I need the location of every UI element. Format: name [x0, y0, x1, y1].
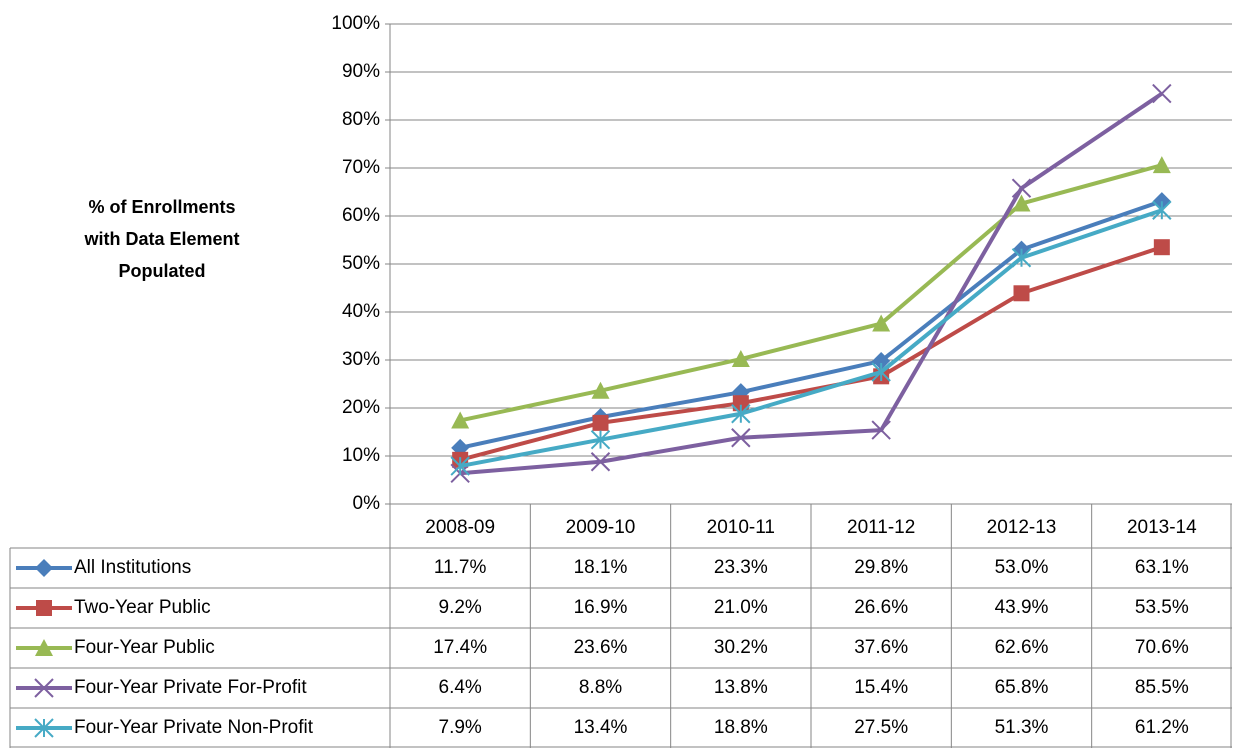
data-label: 27.5% — [854, 717, 908, 738]
marker — [1152, 83, 1172, 104]
legend-label: Four-Year Private For-Profit — [74, 677, 307, 698]
series-line — [460, 91, 1163, 476]
data-label: 7.9% — [439, 717, 482, 738]
y-tick-label: 80% — [342, 109, 380, 130]
data-label: 23.3% — [714, 557, 768, 578]
data-label: 29.8% — [854, 557, 908, 578]
y-tick-label: 60% — [342, 205, 380, 226]
legend-label: Four-Year Public — [74, 637, 215, 658]
series-line — [459, 208, 1163, 469]
marker — [1152, 200, 1172, 220]
marker — [1153, 239, 1170, 256]
legend-marker — [35, 559, 53, 577]
data-label: 6.4% — [439, 677, 482, 698]
x-tick-label: 2008-09 — [425, 517, 495, 538]
y-tick-label: 30% — [342, 349, 380, 370]
data-label: 70.6% — [1135, 637, 1189, 658]
y-tick-label: 20% — [342, 397, 380, 418]
x-tick-label: 2013-14 — [1127, 517, 1197, 538]
marker — [872, 351, 891, 370]
data-label: 16.9% — [574, 597, 628, 618]
data-label: 30.2% — [714, 637, 768, 658]
legend-label: Two-Year Public — [74, 597, 211, 618]
y-tick-label: 0% — [353, 493, 381, 514]
y-axis-label: with Data Element — [83, 229, 239, 249]
marker — [590, 429, 611, 450]
data-label: 8.8% — [579, 677, 622, 698]
x-tick-label: 2009-10 — [566, 517, 636, 538]
data-label: 17.4% — [433, 637, 487, 658]
data-label: 13.8% — [714, 677, 768, 698]
legend-marker — [34, 678, 54, 698]
data-label: 43.9% — [995, 597, 1049, 618]
marker — [871, 362, 891, 382]
y-tick-label: 10% — [342, 445, 380, 466]
marker — [871, 420, 891, 440]
data-label: 53.5% — [1135, 597, 1189, 618]
marker — [1011, 248, 1032, 268]
y-tick-label: 100% — [331, 13, 380, 34]
data-label: 23.6% — [574, 637, 628, 658]
marker — [732, 395, 749, 412]
y-tick-label: 50% — [342, 253, 380, 274]
marker — [731, 350, 750, 368]
marker — [450, 456, 470, 476]
y-axis-label: % of Enrollments — [88, 197, 235, 217]
legend-marker — [34, 718, 54, 738]
y-tick-label: 40% — [342, 301, 380, 322]
y-axis-label: Populated — [118, 261, 205, 281]
marker — [592, 414, 609, 431]
data-label: 21.0% — [714, 597, 768, 618]
data-label: 62.6% — [995, 637, 1049, 658]
marker — [1013, 285, 1030, 302]
data-label: 37.6% — [854, 637, 908, 658]
marker — [731, 428, 751, 448]
data-label: 85.5% — [1135, 677, 1189, 698]
legend-marker — [36, 600, 52, 616]
series-line — [459, 199, 1163, 450]
data-label: 65.8% — [995, 677, 1049, 698]
data-label: 51.3% — [995, 717, 1049, 738]
marker — [872, 314, 891, 332]
legend-label: Four-Year Private Non-Profit — [74, 717, 314, 738]
y-tick-label: 90% — [342, 61, 380, 82]
legend-label: All Institutions — [74, 557, 191, 578]
legend-marker — [35, 639, 53, 656]
data-label: 9.2% — [439, 597, 482, 618]
marker — [591, 381, 610, 399]
data-label: 63.1% — [1135, 557, 1189, 578]
marker — [731, 404, 751, 424]
x-tick-label: 2010-11 — [707, 517, 775, 538]
series-line — [459, 163, 1163, 423]
marker — [1152, 156, 1171, 174]
x-tick-label: 2012-13 — [987, 517, 1057, 538]
data-label: 61.2% — [1135, 717, 1189, 738]
x-tick-label: 2011-12 — [847, 517, 915, 538]
marker — [1011, 178, 1032, 198]
y-tick-label: 70% — [342, 157, 380, 178]
data-label: 11.7% — [434, 557, 487, 578]
marker — [451, 411, 470, 429]
data-label: 53.0% — [995, 557, 1049, 578]
data-label: 26.6% — [854, 597, 908, 618]
series-line — [459, 245, 1163, 462]
data-label: 18.1% — [574, 557, 628, 578]
data-label: 18.8% — [714, 717, 768, 738]
data-label: 13.4% — [574, 717, 628, 738]
data-label: 15.4% — [854, 677, 908, 698]
marker — [1012, 194, 1031, 212]
marker — [590, 452, 611, 472]
